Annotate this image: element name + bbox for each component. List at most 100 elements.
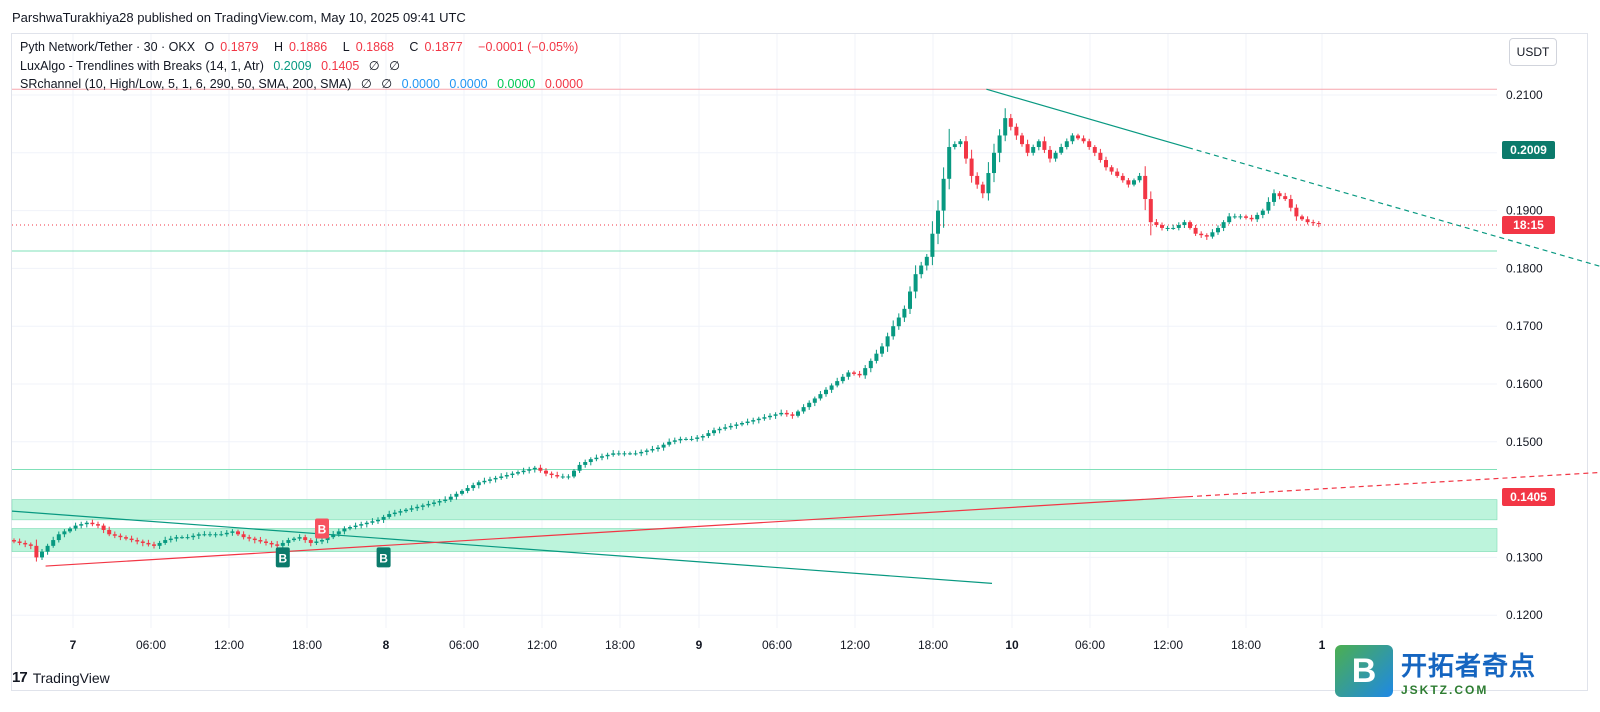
- lower-trend-solid: [11, 510, 993, 585]
- candle-body: [880, 346, 884, 354]
- candle-body: [1081, 138, 1086, 142]
- tradingview-brand[interactable]: TradingView: [32, 669, 110, 686]
- candle-body: [684, 438, 688, 440]
- indicator-srchannel-v5: 0.0000: [497, 77, 536, 91]
- candle-body: [224, 532, 229, 535]
- time-tick: 1: [1319, 638, 1326, 652]
- candle-body: [236, 531, 240, 535]
- candle-body: [146, 542, 151, 545]
- candle-body: [1255, 214, 1260, 220]
- candle-body: [1221, 222, 1226, 228]
- price-tick: 0.1500: [1506, 435, 1543, 449]
- time-tick: 18:00: [918, 638, 948, 652]
- candle-body: [672, 440, 677, 442]
- candle-body: [448, 496, 453, 500]
- candle-body: [952, 144, 957, 148]
- upper-trend-solid: [986, 88, 1189, 149]
- indicator-srchannel-v2: ∅: [381, 77, 393, 91]
- candles: [12, 108, 1321, 562]
- symbol-title[interactable]: Pyth Network/Tether · 30 · OKX: [20, 40, 196, 54]
- candle-body: [1092, 147, 1097, 153]
- low-number: 0.1868: [355, 40, 394, 54]
- candle-body: [342, 528, 347, 532]
- candle-body: [17, 541, 22, 543]
- time-tick: 12:00: [1153, 638, 1183, 652]
- legend-indicator-srchannel[interactable]: SRchannel (10, High/Low, 5, 1, 6, 290, 5…: [20, 76, 589, 91]
- candle-body: [678, 438, 683, 441]
- indicator-srchannel-v4: 0.0000: [449, 77, 488, 91]
- trendlines: [11, 88, 1600, 585]
- candle-body: [180, 537, 184, 539]
- candle-body: [734, 424, 739, 426]
- candle-body: [381, 516, 386, 520]
- candle-body: [1126, 180, 1131, 185]
- indicator-srchannel-name[interactable]: SRchannel (10, High/Low, 5, 1, 6, 290, 5…: [20, 77, 352, 91]
- candle-body: [152, 544, 156, 546]
- candle-body: [790, 414, 795, 416]
- candle-body: [476, 482, 481, 486]
- candle-body: [297, 537, 302, 539]
- candle-body: [1288, 199, 1293, 208]
- candle-body: [241, 534, 246, 538]
- candle-body: [544, 470, 548, 474]
- legend-symbol-row[interactable]: Pyth Network/Tether · 30 · OKX O 0.1879 H…: [20, 40, 584, 54]
- indicator-trendlines-upper: 0.2009: [273, 59, 312, 73]
- candle-body: [835, 381, 840, 386]
- candle-body: [252, 538, 257, 541]
- break-signal-label: B: [318, 523, 327, 537]
- candle-body: [661, 444, 666, 448]
- candle-body: [644, 450, 649, 452]
- candle-body: [532, 467, 537, 470]
- candle-body: [1003, 118, 1008, 136]
- candle-body: [168, 538, 173, 541]
- indicator-trendlines-name[interactable]: LuxAlgo - Trendlines with Breaks (14, 1,…: [20, 59, 264, 73]
- candle-body: [303, 537, 308, 541]
- legend-indicator-trendlines[interactable]: LuxAlgo - Trendlines with Breaks (14, 1,…: [20, 58, 406, 73]
- time-tick: 12:00: [527, 638, 557, 652]
- candle-body: [616, 453, 621, 455]
- tradingview-footer[interactable]: 17 TradingView: [12, 669, 110, 686]
- candle-body: [768, 415, 772, 418]
- countdown-price-tag: 18:15: [1502, 216, 1555, 234]
- candle-body: [34, 545, 39, 558]
- time-tick: 06:00: [1075, 638, 1105, 652]
- candle-body: [784, 412, 789, 415]
- candle-body: [712, 430, 716, 434]
- price-tick: 0.1700: [1506, 319, 1543, 333]
- upper-trend-dashed: [1187, 147, 1600, 267]
- candle-body: [1143, 175, 1148, 200]
- candle-body: [538, 467, 543, 471]
- open-value: O 0.1879: [205, 40, 265, 54]
- close-number: 0.1877: [424, 40, 463, 54]
- candle-body: [1188, 222, 1192, 228]
- candle-body: [1232, 216, 1237, 218]
- low-value: L 0.1868: [343, 40, 400, 54]
- candle-body: [958, 141, 963, 145]
- candle-body: [213, 534, 218, 536]
- candle-body: [1305, 219, 1310, 223]
- candle-body: [488, 479, 492, 481]
- price-tick: 0.1800: [1506, 261, 1543, 275]
- candle-body: [1098, 152, 1103, 161]
- currency-button[interactable]: USDT: [1509, 38, 1557, 66]
- watermark-b-icon: B: [1335, 645, 1393, 697]
- candle-body: [656, 447, 660, 450]
- watermark-icon-letter: B: [1351, 651, 1377, 690]
- candle-body: [409, 508, 414, 510]
- candle-body: [874, 353, 879, 361]
- candle-body: [280, 542, 285, 546]
- candle-body: [264, 541, 268, 543]
- candle-body: [930, 233, 935, 257]
- break-signal-marker: [275, 547, 290, 568]
- candle-body: [549, 473, 554, 476]
- sr-zones: [11, 499, 1498, 552]
- candle-body: [465, 488, 470, 491]
- candle-body: [112, 534, 117, 536]
- candle-body: [353, 525, 358, 528]
- candle-body: [992, 152, 996, 174]
- time-axis: 7 06:00 12:00 18:00 8 06:00 12:00 18:00 9 06:00 12…: [70, 638, 1326, 652]
- candle-body: [1176, 225, 1181, 228]
- candle-body: [779, 412, 784, 415]
- candle-body: [202, 534, 207, 536]
